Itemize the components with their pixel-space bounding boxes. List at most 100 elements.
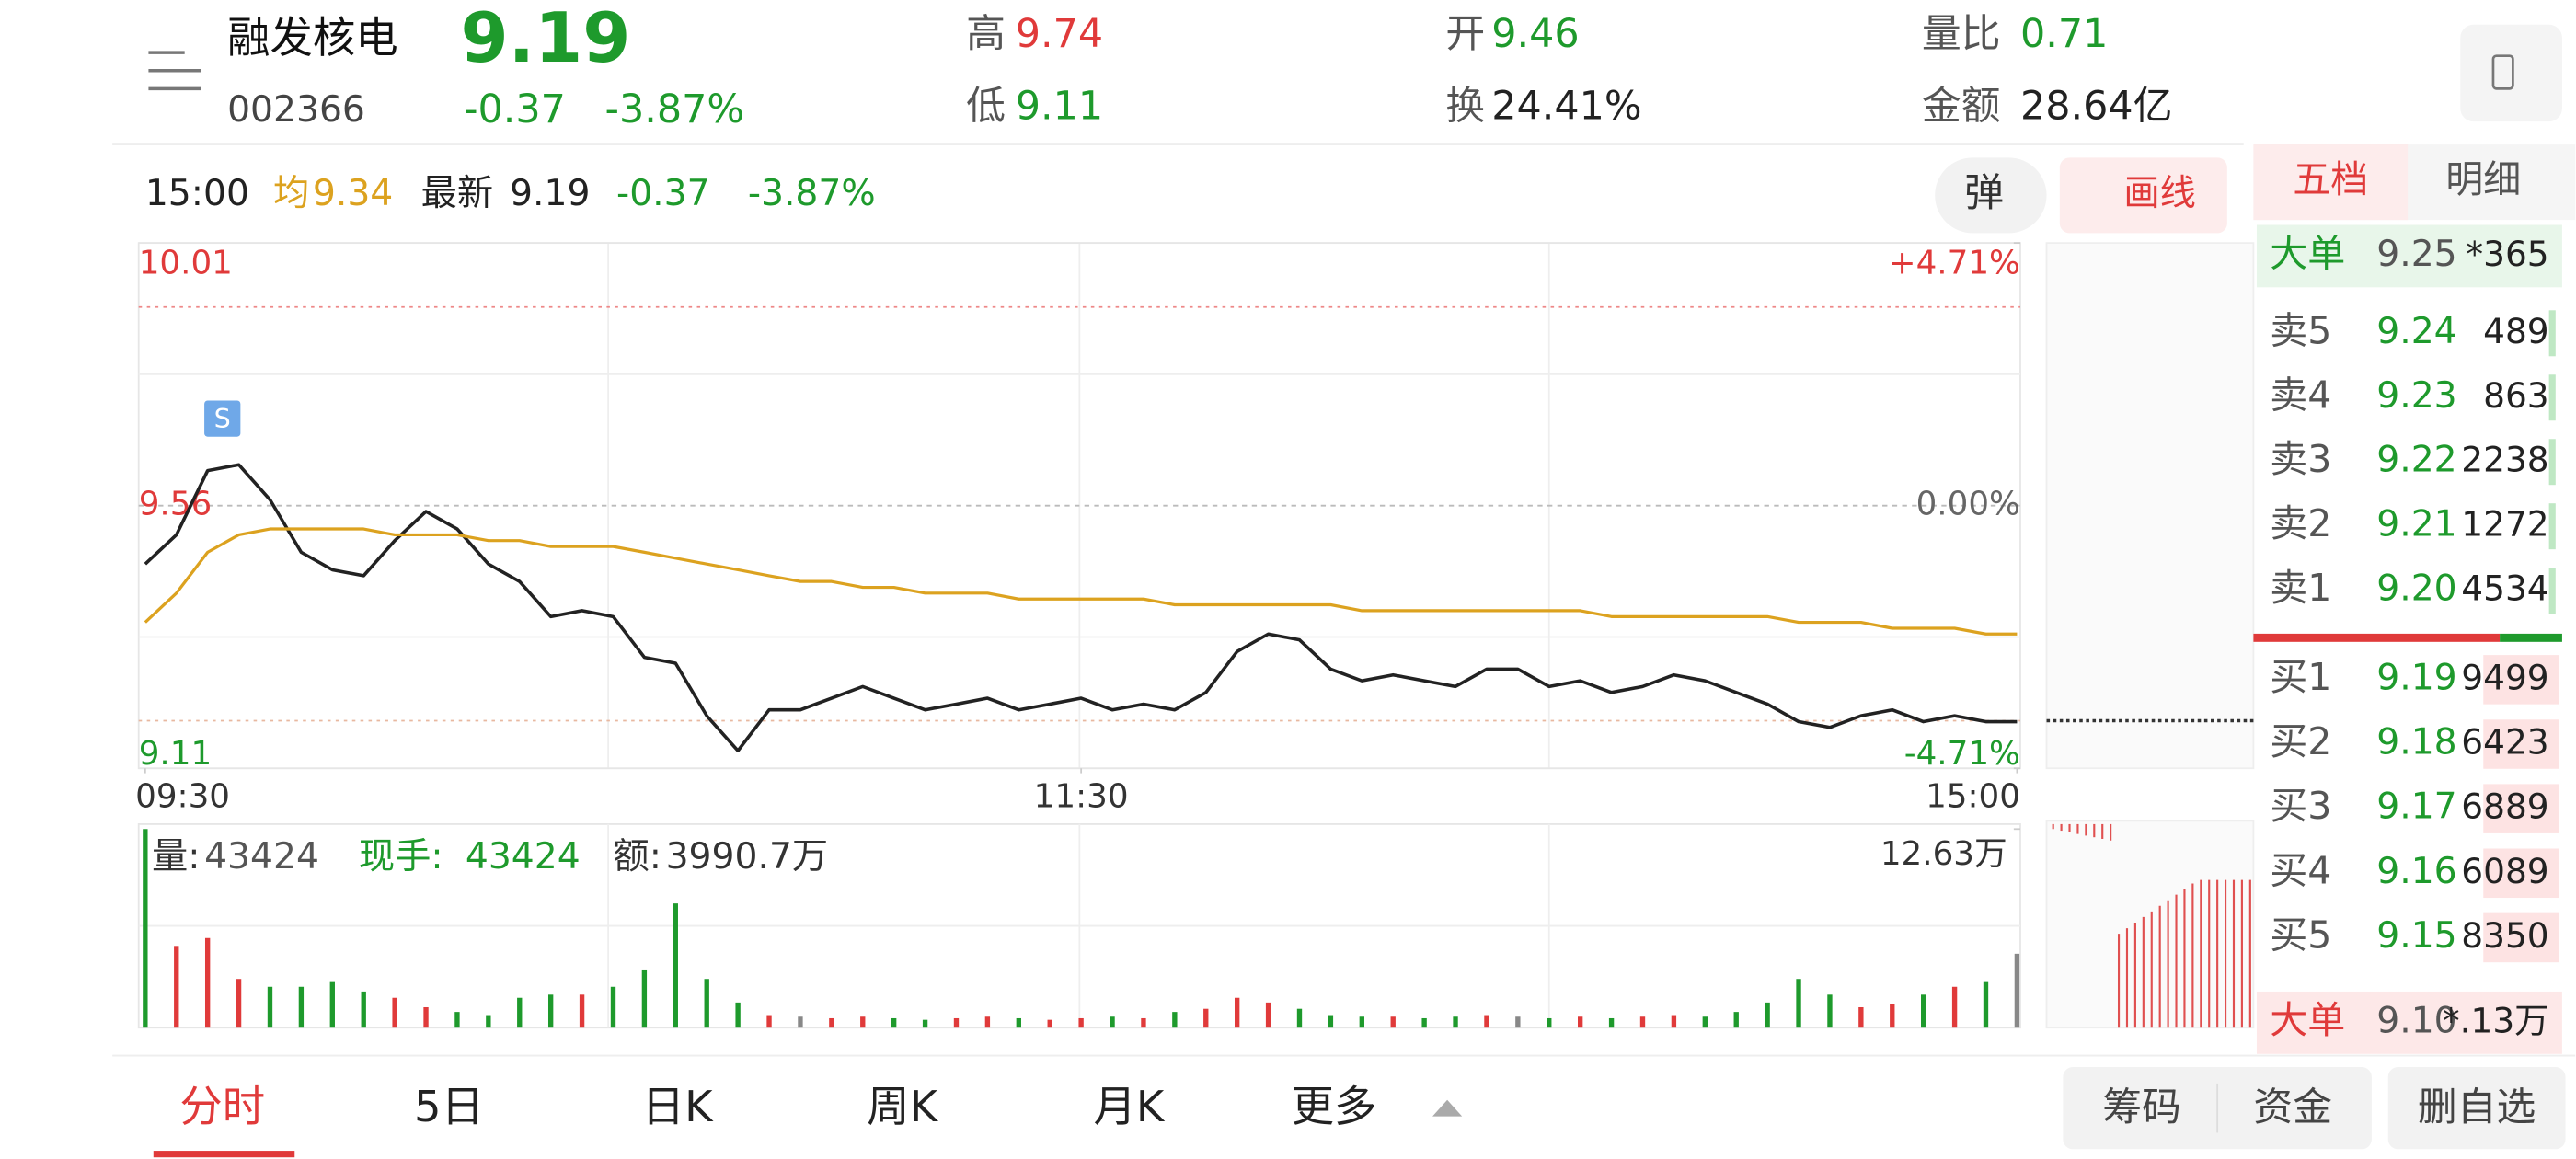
volume-bar: [860, 1016, 866, 1028]
row-bg: [2256, 224, 2562, 288]
volume-bar: [204, 937, 211, 1028]
qty-strip: [2548, 568, 2556, 614]
y-tick-label: 10.01: [139, 244, 233, 281]
row-label: 卖1: [2270, 566, 2331, 610]
row-label: 大单: [2270, 231, 2345, 275]
row-price: 9.16: [2376, 851, 2456, 892]
bottom-tab[interactable]: 周K: [867, 1082, 938, 1131]
price: 9.19: [461, 0, 631, 78]
volume-bar: [1890, 1004, 1895, 1028]
change: -0.37: [464, 86, 566, 132]
volume-bar: [1951, 986, 1958, 1028]
volume-bar: [1547, 1017, 1552, 1028]
volume-bar: [547, 994, 554, 1028]
volume-bar: [1078, 1017, 1084, 1028]
avg-label: 均: [273, 173, 309, 214]
tab-active: [2253, 144, 2409, 221]
volume-bar: [1921, 994, 1926, 1028]
tab[interactable]: 明细: [2445, 157, 2521, 201]
label: 低: [966, 83, 1006, 129]
bottom-button[interactable]: 资金: [2253, 1084, 2332, 1130]
row-qty: *365: [2466, 234, 2548, 274]
volume-bar: [735, 1002, 741, 1028]
volume-info: 3990.7万: [666, 836, 829, 878]
volume-bar: [1765, 1002, 1770, 1028]
volume-bar: [610, 986, 616, 1028]
row-price: 9.22: [2376, 440, 2456, 481]
menu-icon[interactable]: [148, 51, 201, 91]
label: 开: [1445, 11, 1485, 57]
row-price: 9.20: [2376, 568, 2456, 610]
volume-bar: [1578, 1016, 1583, 1028]
panel-bg: [2045, 242, 2255, 770]
row-price: 9.21: [2376, 504, 2456, 545]
bottom-tab[interactable]: 5日: [414, 1082, 484, 1131]
volume-bar: [766, 1015, 772, 1028]
qty-strip: [2483, 912, 2559, 963]
label: 换: [1445, 83, 1485, 129]
bottom-tabs: 分时 5日 日K 周K 月K 更多 筹码 资金 删自选: [153, 1067, 2566, 1158]
row-price: 9.10: [2376, 1000, 2456, 1041]
row-bg: [2256, 991, 2562, 1054]
row-price: 9.19: [2376, 657, 2456, 698]
volume-bar: [1328, 1015, 1334, 1028]
volume-bar: [922, 1019, 928, 1028]
volume-bar: [641, 969, 648, 1028]
volume-bar: [486, 1015, 491, 1028]
bottom-button[interactable]: 筹码: [2102, 1084, 2181, 1130]
volume-bar: [174, 946, 179, 1028]
row-label: 买3: [2270, 784, 2331, 828]
bottom-button[interactable]: 删自选: [2418, 1084, 2536, 1130]
volume-bar: [267, 986, 273, 1028]
volume-bar: [298, 986, 305, 1028]
volume-bar: [1016, 1017, 1021, 1028]
row-price: 9.23: [2376, 375, 2456, 417]
row-label: 大单: [2270, 998, 2345, 1042]
row-price: 9.17: [2376, 786, 2456, 828]
panel-bg: [2045, 820, 2255, 1029]
volume-bar: [423, 1006, 429, 1028]
more-arrow: [1432, 1099, 1463, 1117]
y2-tick-label: +4.71%: [1889, 244, 2020, 281]
device-button[interactable]: [2460, 24, 2562, 122]
bottom-tab[interactable]: 日K: [642, 1082, 714, 1131]
volume-bar: [1172, 1012, 1178, 1028]
row-price: 9.15: [2376, 915, 2456, 957]
volume-bar: [361, 991, 366, 1028]
volume-info: 额:: [613, 836, 661, 878]
bottom-tab[interactable]: 分时: [179, 1082, 265, 1131]
volume-bar: [1608, 1017, 1615, 1028]
volume-bar: [891, 1017, 897, 1028]
draw-button[interactable]: 画线: [2059, 157, 2227, 234]
volume-bar: [2014, 953, 2020, 1028]
volume-bar: [704, 979, 709, 1028]
volume-bar: [517, 997, 523, 1028]
divider-red: [2253, 633, 2501, 642]
y-tick-label: 12.63万: [1880, 835, 2007, 873]
button-bg: [2059, 157, 2227, 234]
volume-bar: [1296, 1008, 1303, 1028]
value: 9.11: [1016, 83, 1103, 129]
change: -0.37: [616, 173, 710, 214]
bottom-tab[interactable]: 月K: [1093, 1082, 1165, 1131]
volume-info: 量:: [152, 836, 200, 878]
volume-bar: [1484, 1015, 1489, 1028]
volume-info: 现手:: [359, 836, 443, 878]
price-chart: 10.01 9.56 9.11 +4.71% 0.00% -4.71% 09:30 11:30…: [135, 242, 2021, 815]
row-qty: 2238: [2461, 440, 2548, 480]
volume-bar: [1827, 994, 1833, 1028]
row-price: 9.24: [2376, 311, 2456, 352]
bottom-tab[interactable]: 更多: [1292, 1082, 1377, 1131]
qty-strip: [2483, 719, 2559, 769]
row-label: 卖5: [2270, 308, 2331, 352]
qty-strip: [2548, 310, 2556, 357]
danmaku-button[interactable]: 弹: [1935, 157, 2047, 234]
row-label: 卖3: [2270, 437, 2331, 481]
row-price: 9.18: [2376, 722, 2456, 763]
tab[interactable]: 五档: [2293, 157, 2368, 201]
row-qty: *.13万: [2443, 1000, 2549, 1040]
value: 0.71: [2020, 11, 2108, 57]
volume-bar: [798, 1016, 803, 1028]
